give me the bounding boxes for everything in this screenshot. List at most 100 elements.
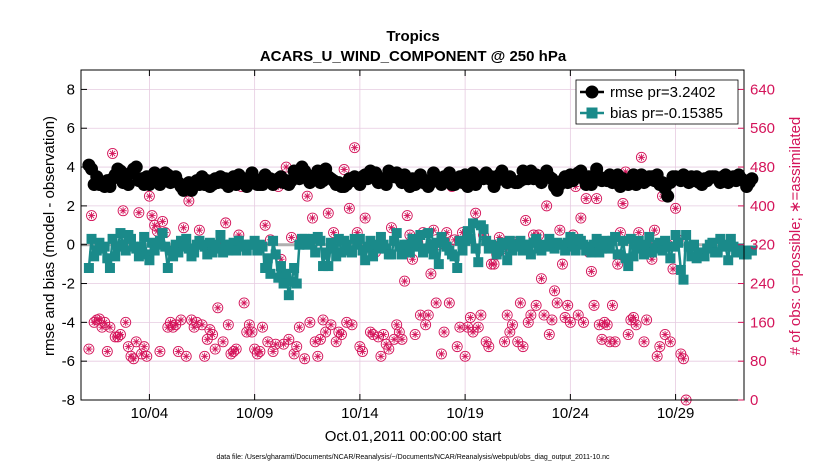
x-tick-label: 10/19 xyxy=(446,405,484,422)
bias-point xyxy=(665,253,676,264)
obs-assimilated-point xyxy=(156,347,164,356)
obs-assimilated-point xyxy=(264,338,272,346)
obs-assimilated-point xyxy=(319,316,327,324)
bias-point xyxy=(457,245,468,256)
obs-assimilated-point xyxy=(208,330,217,339)
bias-point xyxy=(525,249,536,260)
obs-possible-point xyxy=(591,193,603,205)
obs-assimilated-point xyxy=(106,323,114,331)
obs-assimilated-point xyxy=(619,199,627,208)
obs-possible-point xyxy=(143,190,155,202)
bias-point xyxy=(423,228,434,239)
obs-assimilated-point xyxy=(643,316,651,324)
obs-possible-point xyxy=(175,314,187,326)
obs-assimilated-point xyxy=(508,321,517,329)
x-tick-label: 10/14 xyxy=(341,405,379,422)
obs-possible-point xyxy=(312,350,324,362)
obs-possible-point xyxy=(212,302,224,314)
obs-assimilated-point xyxy=(358,347,367,356)
obs-assimilated-point xyxy=(308,214,317,222)
bias-point xyxy=(331,251,342,262)
bias-point xyxy=(270,249,281,260)
obs-assimilated-point xyxy=(656,343,664,351)
bias-point xyxy=(720,241,731,252)
bias-point xyxy=(452,263,463,273)
obs-assimilated-point xyxy=(245,321,253,329)
obs-possible-point xyxy=(535,273,547,285)
bias-point xyxy=(368,251,379,262)
obs-possible-point xyxy=(464,312,476,323)
bias-point xyxy=(565,231,576,242)
bias-point xyxy=(386,249,397,260)
obs-assimilated-point xyxy=(351,144,359,152)
obs-assimilated-point xyxy=(474,323,482,331)
obs-possible-point xyxy=(238,297,250,309)
obs-assimilated-point xyxy=(140,343,148,351)
obs-assimilated-point xyxy=(287,233,296,242)
obs-assimilated-point xyxy=(261,221,269,229)
obs-assimilated-point xyxy=(172,321,180,329)
obs-assimilated-point xyxy=(124,343,132,351)
obs-possible-point xyxy=(596,333,608,345)
obs-possible-point xyxy=(641,314,653,326)
obs-assimilated-point xyxy=(324,209,332,217)
bias-point xyxy=(181,233,192,244)
obs-assimilated-point xyxy=(222,219,230,227)
bias-point xyxy=(454,235,465,246)
obs-possible-point xyxy=(359,212,371,224)
obs-assimilated-point xyxy=(285,335,293,343)
bias-point xyxy=(462,226,473,237)
obs-assimilated-point xyxy=(95,315,104,323)
legend-bias-label: bias pr=-0.15385 xyxy=(610,105,723,122)
y-tick-label-right: 240 xyxy=(750,276,775,293)
y-tick-label-right: 80 xyxy=(750,353,767,370)
bias-point xyxy=(641,239,652,250)
obs-assimilated-point xyxy=(653,352,661,360)
bias-point xyxy=(428,249,439,260)
obs-possible-point xyxy=(551,297,563,309)
obs-possible-point xyxy=(107,148,119,159)
obs-assimilated-point xyxy=(143,352,151,360)
obs-assimilated-point xyxy=(166,318,175,326)
bias-point xyxy=(560,245,571,256)
bias-point xyxy=(391,228,402,239)
bias-point xyxy=(157,228,168,239)
obs-assimilated-point xyxy=(108,149,117,158)
obs-possible-point xyxy=(538,309,550,321)
obs-assimilated-point xyxy=(432,299,440,307)
bias-point xyxy=(278,278,289,289)
bias-point xyxy=(499,239,510,250)
obs-assimilated-point xyxy=(637,153,645,161)
y-tick-label-left: 8 xyxy=(67,81,75,98)
obs-assimilated-point xyxy=(424,311,432,319)
bias-point xyxy=(320,247,331,258)
bias-point xyxy=(362,241,373,252)
obs-assimilated-point xyxy=(301,355,309,363)
bias-point xyxy=(396,249,407,260)
axes: -8-6-4-20246808016024032040048056064010/… xyxy=(62,70,775,422)
bias-point xyxy=(375,231,386,242)
obs-possible-point xyxy=(588,299,600,311)
obs-possible-point xyxy=(320,326,332,338)
bias-point xyxy=(112,241,123,252)
bias-point xyxy=(523,239,534,250)
y-tick-label-right: 480 xyxy=(750,159,775,176)
bias-point xyxy=(307,233,318,244)
bias-point xyxy=(115,228,126,239)
bias-point xyxy=(504,235,515,246)
bias-point xyxy=(746,245,757,256)
bias-point xyxy=(260,263,271,273)
obs-assimilated-point xyxy=(437,350,446,358)
bias-point xyxy=(149,245,160,256)
obs-assimilated-point xyxy=(466,313,474,322)
obs-assimilated-point xyxy=(550,287,559,295)
obs-assimilated-point xyxy=(545,330,553,339)
bias-point xyxy=(583,241,594,252)
bias-point xyxy=(589,239,600,250)
bias-point xyxy=(389,235,400,246)
obs-assimilated-point xyxy=(185,197,193,205)
obs-assimilated-point xyxy=(440,328,448,336)
bias-point xyxy=(107,233,118,244)
obs-assimilated-point xyxy=(548,316,556,324)
bias-point xyxy=(683,241,694,252)
